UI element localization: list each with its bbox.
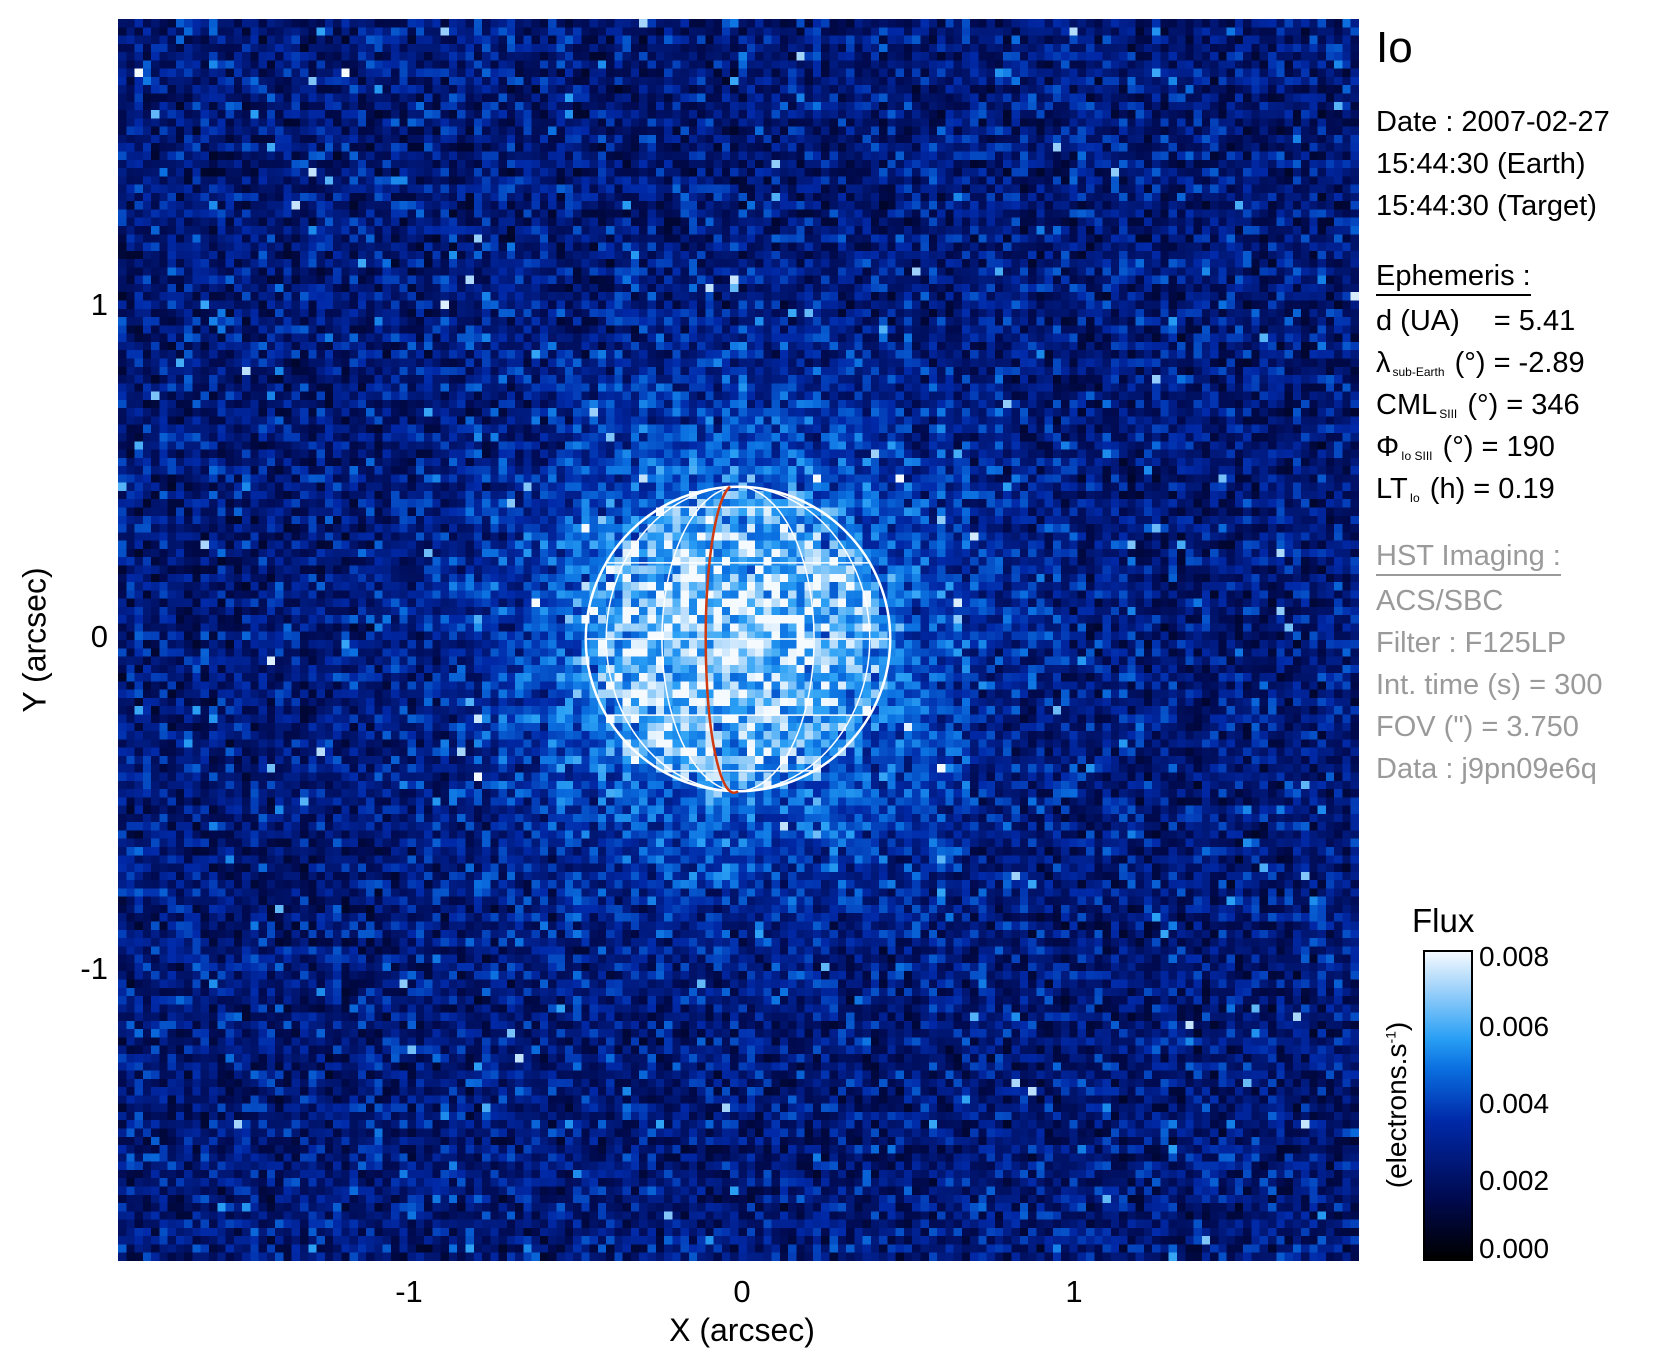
longitude-line: [661, 486, 739, 792]
lambda-subscript: sub-Earth: [1392, 365, 1445, 379]
fov: FOV (") = 3.750: [1376, 711, 1579, 743]
instrument: ACS/SBC: [1376, 585, 1504, 617]
colorbar-tick-label: 0.004: [1479, 1088, 1550, 1119]
distance: d (UA) = 5.41: [1376, 300, 1575, 342]
longitude-line: [605, 486, 739, 792]
colorbar-title: Flux: [1412, 902, 1475, 939]
colorbar-tick-label: 0.000: [1479, 1233, 1550, 1264]
phi-symbol: Φ: [1376, 431, 1400, 463]
cml-symbol: CML: [1376, 389, 1438, 421]
data-id: Data : j9pn09e6q: [1376, 753, 1597, 785]
colorbar-tick-label: 0.008: [1479, 941, 1550, 972]
target-title: Io: [1376, 23, 1413, 72]
time-earth: 15:44:30 (Earth): [1376, 148, 1586, 180]
hst-imaging-title: HST Imaging :: [1376, 540, 1561, 576]
y-tick-label: 1: [90, 287, 108, 322]
d-label: d (UA): [1376, 305, 1460, 337]
x-tick-label: 1: [1065, 1274, 1083, 1309]
local-time: LT Io (h) = 0.19: [1376, 468, 1555, 519]
ephemeris-title: Ephemeris :: [1376, 260, 1531, 296]
cml-value: (°) = 346: [1467, 389, 1580, 421]
cml: CML SIII (°) = 346: [1376, 384, 1580, 435]
sub-earth-latitude: λ sub-Earth (°) = -2.89: [1376, 342, 1585, 393]
y-tick-label: -1: [80, 951, 108, 986]
d-value: = 5.41: [1493, 305, 1576, 337]
y-axis-label: Y (arcsec): [16, 567, 53, 713]
lt-value: (h) = 0.19: [1429, 473, 1555, 505]
flux-image: [118, 19, 1359, 1261]
lt-subscript: Io: [1409, 491, 1420, 505]
lambda-value: (°) = -2.89: [1454, 347, 1585, 379]
longitude-line: [737, 486, 815, 792]
image-plot: [118, 19, 1359, 1261]
colorbar: [1423, 950, 1473, 1261]
x-tick-label: -1: [395, 1274, 423, 1309]
time-target: 15:44:30 (Target): [1376, 190, 1597, 222]
filter: Filter : F125LP: [1376, 627, 1567, 659]
io-disk-grid-overlay: [584, 485, 892, 795]
colorbar-tick-label: 0.002: [1479, 1165, 1550, 1196]
cml-subscript: SIII: [1439, 407, 1458, 421]
lambda-symbol: λ: [1376, 347, 1391, 379]
y-tick-label: 0: [90, 619, 108, 654]
phi-value: (°) = 190: [1442, 431, 1555, 463]
longitude-line: [737, 486, 871, 792]
date: Date : 2007-02-27: [1376, 106, 1610, 138]
x-axis-label: X (arcsec): [669, 1312, 815, 1348]
integration-time: Int. time (s) = 300: [1376, 669, 1603, 701]
central-meridian-line: [704, 485, 739, 795]
colorbar-tick-label: 0.006: [1479, 1011, 1550, 1042]
phi-subscript: Io SIII: [1401, 449, 1433, 463]
x-tick-label: 0: [733, 1274, 751, 1309]
io-phase: Φ Io SIII (°) = 190: [1376, 426, 1555, 477]
colorbar-unit: (electrons.s-1): [1381, 1021, 1412, 1189]
lt-symbol: LT: [1376, 473, 1408, 505]
